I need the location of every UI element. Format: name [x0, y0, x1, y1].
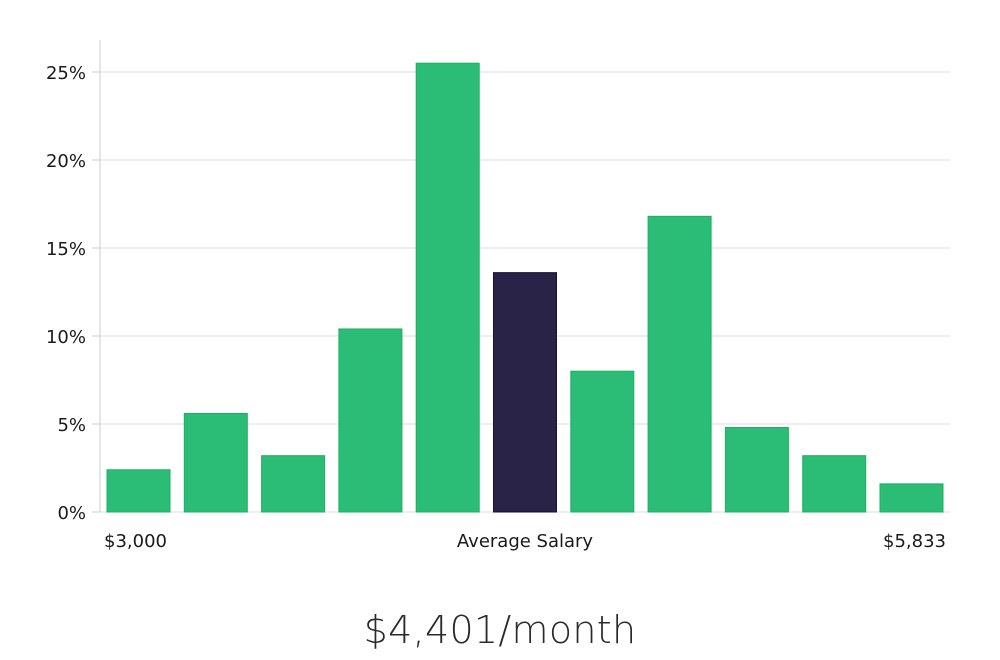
x-max-label: $5,833: [883, 531, 946, 552]
bar: [570, 370, 635, 513]
bar: [106, 469, 171, 513]
bar: [802, 455, 867, 513]
y-tick-label: 0%: [57, 503, 86, 524]
salary-distribution-chart: 0% 5% 10% 15% 20% 25% $3,000 Average Salary $…: [46, 40, 950, 552]
y-tick-label: 10%: [46, 327, 86, 348]
bar: [724, 427, 789, 513]
bar: [415, 62, 480, 513]
y-axis-ticks: 0% 5% 10% 15% 20% 25%: [46, 63, 100, 524]
y-tick-label: 25%: [46, 63, 86, 84]
bar: [879, 483, 944, 513]
y-tick-label: 15%: [46, 239, 86, 260]
x-min-label: $3,000: [104, 531, 167, 552]
y-tick-label: 5%: [57, 415, 86, 436]
bar: [338, 328, 403, 513]
bar: [183, 412, 248, 513]
bar-series: [106, 62, 944, 513]
bar: [261, 455, 326, 513]
x-center-label: Average Salary: [457, 531, 594, 552]
average-salary-value: $4,401/month: [363, 608, 637, 652]
bar-average-salary: [493, 272, 557, 513]
bar: [647, 215, 712, 513]
y-tick-label: 20%: [46, 151, 86, 172]
